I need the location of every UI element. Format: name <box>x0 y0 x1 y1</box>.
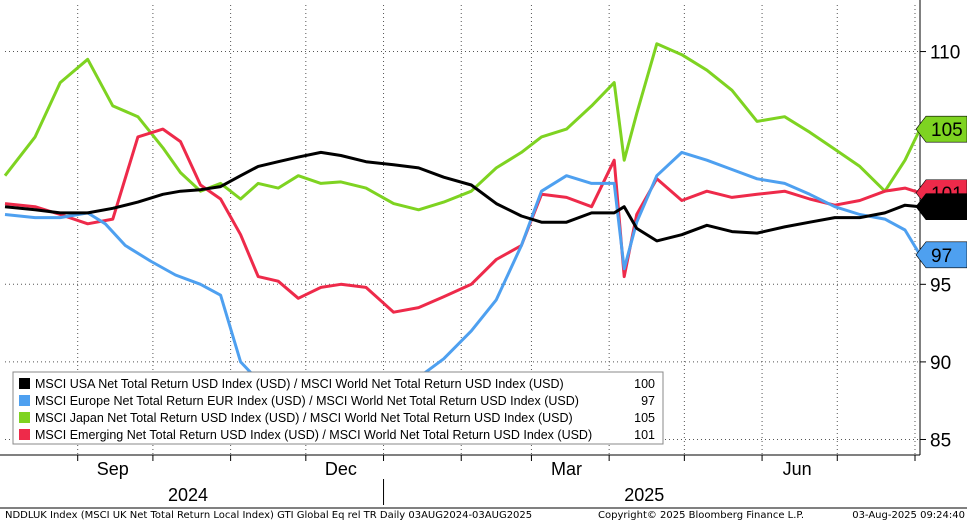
series-line <box>4 150 922 403</box>
y-tick-label: 90 <box>930 353 951 374</box>
legend-swatch <box>19 412 30 423</box>
series-line <box>3 42 922 212</box>
x-month-label: Mar <box>551 459 582 479</box>
legend-series-value: 101 <box>634 428 655 442</box>
y-axis: 85909511010510110097 <box>915 0 967 455</box>
series-value-tag-label: 97 <box>931 246 952 267</box>
legend-series-value: 105 <box>634 411 655 425</box>
legend: MSCI USA Net Total Return USD Index (USD… <box>12 371 664 445</box>
legend-swatch <box>19 378 30 389</box>
footer: NDDLUK Index (MSCI UK Net Total Return L… <box>5 510 965 521</box>
legend-box <box>12 371 664 445</box>
series-layer <box>3 42 922 403</box>
series-value-tag-label: 105 <box>931 120 963 141</box>
y-tick-label: 85 <box>930 430 951 451</box>
x-month-label: Dec <box>325 459 357 479</box>
legend-series-name: MSCI Emerging Net Total Return USD Index… <box>35 428 592 442</box>
x-year-label: 2024 <box>168 485 208 505</box>
legend-swatch <box>19 429 30 440</box>
footer-timestamp-text: 03-Aug-2025 09:24:40 <box>852 510 965 521</box>
x-month-label: Jun <box>783 459 812 479</box>
x-axis: Sep Dec Mar Jun 2024 2025 <box>0 454 967 509</box>
series-line <box>4 150 921 243</box>
footer-left-text: NDDLUK Index (MSCI UK Net Total Return L… <box>5 510 532 521</box>
x-month-label: Sep <box>97 459 129 479</box>
legend-swatch <box>19 395 30 406</box>
legend-series-name: MSCI Japan Net Total Return USD Index (U… <box>35 411 573 425</box>
series-value-tag <box>915 115 967 143</box>
x-year-label: 2025 <box>624 485 664 505</box>
footer-copyright-text: Copyright© 2025 Bloomberg Finance L.P. <box>598 510 804 521</box>
y-tick-label: 95 <box>930 275 951 296</box>
series-line <box>4 127 921 314</box>
legend-series-name: MSCI Europe Net Total Return EUR Index (… <box>35 394 579 408</box>
y-tick-label: 110 <box>930 43 960 64</box>
series-value-tag <box>915 193 967 221</box>
legend-series-value: 100 <box>634 377 655 391</box>
series-value-tag <box>915 241 967 269</box>
legend-series-name: MSCI USA Net Total Return USD Index (USD… <box>35 377 564 391</box>
legend-series-value: 97 <box>641 394 655 408</box>
series-value-tag-label: 100 <box>931 198 963 219</box>
gridlines <box>5 5 920 455</box>
